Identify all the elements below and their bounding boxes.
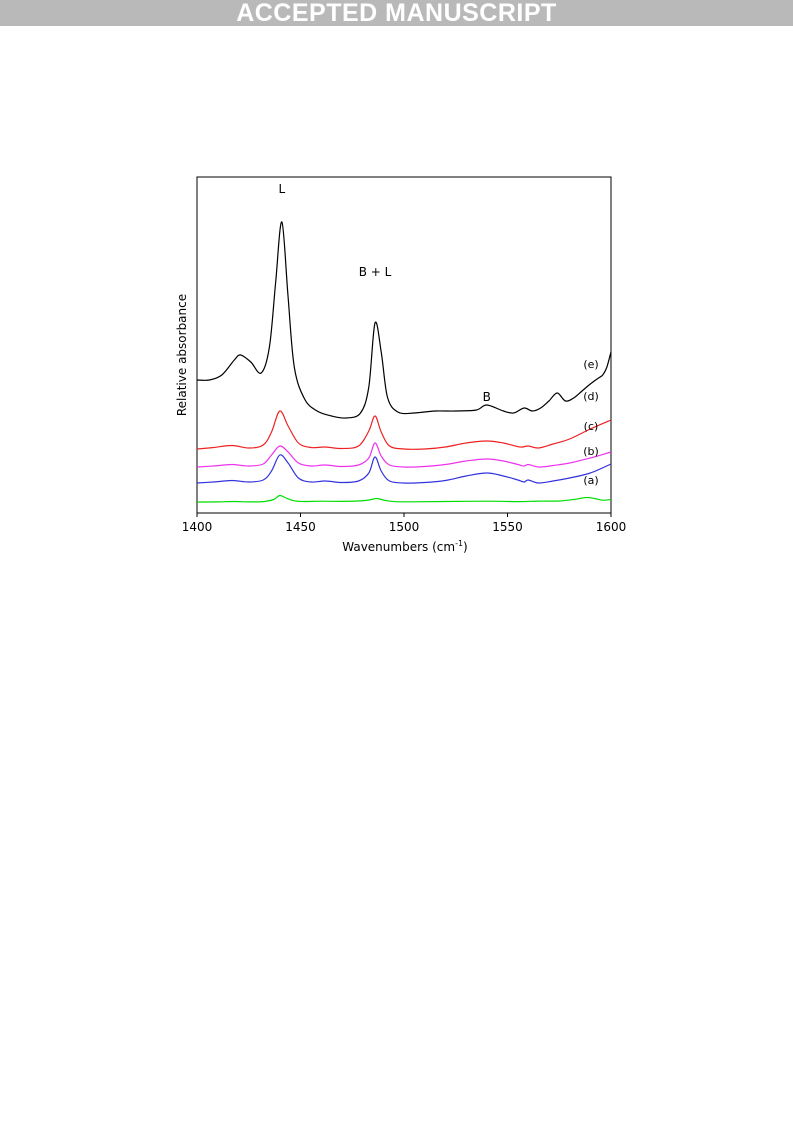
- peak-label-0: L: [279, 182, 286, 196]
- x-axis-ticks: 1400 1450 1500 1550 1600: [182, 513, 627, 534]
- series-line-e: [196, 221, 612, 419]
- series-line-a: [196, 494, 612, 503]
- accepted-manuscript-banner: ACCEPTED MANUSCRIPT: [0, 0, 793, 27]
- x-tick-label-1450: 1450: [285, 520, 316, 534]
- peak-label-1: B + L: [359, 265, 392, 279]
- plot-frame: [196, 176, 612, 514]
- spectra-series: [196, 221, 612, 503]
- peak-annotations: L B + L B: [279, 182, 491, 404]
- series-label-a: (a): [583, 474, 598, 487]
- x-tick-label-1550: 1550: [492, 520, 523, 534]
- series-label-d: (d): [583, 390, 599, 403]
- series-line-b: [196, 454, 612, 484]
- x-tick-label-1600: 1600: [596, 520, 627, 534]
- series-line-c: [196, 442, 612, 468]
- series-line-d: [196, 410, 612, 450]
- x-tick-label-1400: 1400: [182, 520, 213, 534]
- peak-label-2: B: [483, 390, 491, 404]
- series-labels: (e) (d) (c) (b) (a): [583, 358, 599, 487]
- series-label-e: (e): [583, 358, 598, 371]
- x-axis-label: Wavenumbers (cm-1): [342, 539, 467, 554]
- series-label-c: (c): [584, 420, 599, 433]
- series-label-b: (b): [583, 445, 599, 458]
- y-axis-label: Relative absorbance: [175, 294, 189, 416]
- x-tick-label-1500: 1500: [389, 520, 420, 534]
